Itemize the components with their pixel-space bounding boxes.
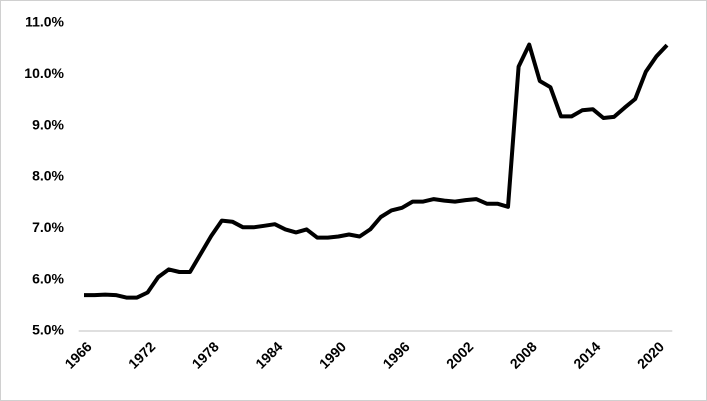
y-tick-label: 11.0% — [25, 14, 64, 30]
data-line — [84, 42, 669, 300]
y-tick-label: 8.0% — [32, 168, 64, 184]
y-tick-label: 5.0% — [32, 322, 64, 338]
y-tick-label: 6.0% — [32, 270, 64, 286]
y-tick-label: 9.0% — [32, 116, 64, 132]
y-tick-label: 7.0% — [32, 219, 64, 235]
y-tick-label: 10.0% — [24, 65, 64, 81]
